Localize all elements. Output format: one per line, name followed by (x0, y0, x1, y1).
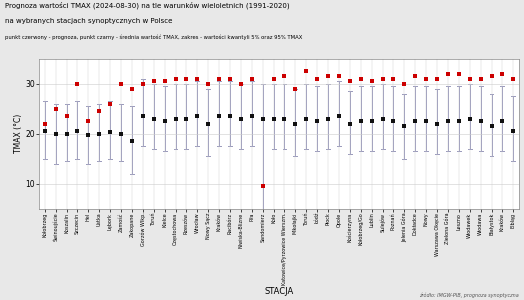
Point (215, 76, 223, 81)
Point (204, 81, 212, 86)
Point (182, 116, 191, 121)
Point (335, 74, 343, 78)
Point (389, 118, 398, 123)
Point (248, 114, 256, 118)
Point (356, 118, 365, 123)
Point (139, 81, 147, 86)
Point (193, 76, 202, 81)
Point (509, 129, 518, 134)
Point (226, 114, 234, 118)
Y-axis label: TMAX (°C): TMAX (°C) (14, 114, 23, 153)
Point (258, 184, 267, 188)
Point (258, 116, 267, 121)
Point (95, 131, 103, 136)
Point (346, 121, 354, 126)
Point (444, 118, 452, 123)
Point (411, 74, 419, 78)
Point (171, 76, 180, 81)
Point (139, 114, 147, 118)
Point (400, 124, 409, 128)
Point (248, 76, 256, 81)
Point (487, 124, 496, 128)
Point (226, 76, 234, 81)
Point (62, 131, 71, 136)
Point (455, 118, 463, 123)
Point (433, 76, 441, 81)
Point (106, 130, 114, 134)
Point (84, 118, 93, 123)
Point (465, 76, 474, 81)
Point (324, 74, 332, 78)
Point (117, 81, 125, 86)
Point (324, 116, 332, 121)
Point (498, 118, 507, 123)
Point (302, 116, 310, 121)
Text: na wybranych stacjach synoptycznych w Polsce: na wybranych stacjach synoptycznych w Po… (5, 18, 172, 24)
Point (160, 79, 169, 83)
Point (40, 129, 49, 134)
Point (346, 79, 354, 83)
Point (160, 118, 169, 123)
Point (193, 114, 202, 118)
Point (378, 116, 387, 121)
Point (106, 101, 114, 106)
Point (237, 81, 245, 86)
Point (171, 116, 180, 121)
Point (509, 76, 518, 81)
Point (280, 74, 289, 78)
Text: punkt czerwony - prognoza, punkt czarny - średnia wartość TMAX, zakres - wartośc: punkt czerwony - prognoza, punkt czarny … (5, 34, 303, 40)
Point (389, 76, 398, 81)
Point (291, 86, 300, 91)
Point (367, 118, 376, 123)
Point (149, 79, 158, 83)
Point (422, 76, 430, 81)
Point (367, 79, 376, 83)
Point (422, 118, 430, 123)
Point (149, 116, 158, 121)
Point (237, 116, 245, 121)
Point (204, 121, 212, 126)
Point (433, 121, 441, 126)
Point (498, 71, 507, 76)
Point (269, 76, 278, 81)
Point (302, 69, 310, 74)
Point (280, 116, 289, 121)
Point (455, 71, 463, 76)
Point (487, 74, 496, 78)
Point (182, 76, 191, 81)
Point (73, 81, 82, 86)
Point (117, 131, 125, 136)
Point (313, 118, 321, 123)
X-axis label: STACJA: STACJA (265, 286, 293, 296)
Point (465, 116, 474, 121)
Point (313, 76, 321, 81)
Text: źródło: IMGW-PIB, prognoza synoptyczna: źródło: IMGW-PIB, prognoza synoptyczna (419, 293, 519, 298)
Text: Prognoza wartości TMAX (2024-08-30) na tle warunków wieloletnich (1991-2020): Prognoza wartości TMAX (2024-08-30) na t… (5, 2, 290, 9)
Point (95, 109, 103, 113)
Point (400, 81, 409, 86)
Point (215, 114, 223, 118)
Point (291, 121, 300, 126)
Point (476, 76, 485, 81)
Point (73, 129, 82, 134)
Point (335, 114, 343, 118)
Point (356, 76, 365, 81)
Point (378, 76, 387, 81)
Point (444, 71, 452, 76)
Point (51, 106, 60, 111)
Point (40, 121, 49, 126)
Point (269, 116, 278, 121)
Point (411, 118, 419, 123)
Point (128, 86, 136, 91)
Point (62, 114, 71, 118)
Point (128, 139, 136, 143)
Point (51, 131, 60, 136)
Point (84, 132, 93, 137)
Point (476, 118, 485, 123)
